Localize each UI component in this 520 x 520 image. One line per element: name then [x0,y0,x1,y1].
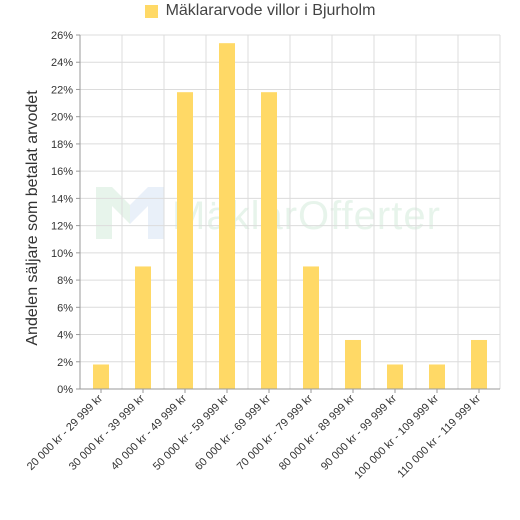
x-tick-label: 80 000 kr - 89 999 kr [277,392,357,472]
bar [135,266,151,389]
y-tick-label: 14% [51,193,73,205]
x-tick-label: 110 000 kr - 119 999 kr [395,392,483,480]
x-tick-label: 60 000 kr - 69 999 kr [193,392,273,472]
y-tick-label: 18% [51,139,73,151]
y-tick-label: 22% [51,84,73,96]
bar [345,339,361,389]
x-tick-label: 100 000 kr - 109 999 kr [352,392,441,481]
y-tick-label: 6% [57,302,73,314]
bar [429,364,445,389]
bar [387,364,403,389]
watermark-logo-icon [96,187,164,239]
watermark-text: MäklarOfferter [172,194,441,238]
legend-label: Mäklararvode villor i Bjurholm [165,2,376,19]
x-tick-label: 70 000 kr - 79 999 kr [235,392,315,472]
watermark: MäklarOfferter [96,187,441,239]
y-tick-label: 2% [57,357,73,369]
y-tick-label: 16% [51,166,73,178]
y-tick-label: 0% [57,384,73,396]
bar [261,92,277,389]
bar [93,364,109,389]
bar [219,43,235,390]
x-tick-label: 90 000 kr - 99 999 kr [319,392,399,472]
x-tick-label: 20 000 kr - 29 999 kr [25,392,105,472]
bars [93,43,487,390]
bar [471,339,487,389]
y-tick-label: 8% [57,275,73,287]
y-tick-label: 4% [57,330,73,342]
bar [177,92,193,389]
y-tick-label: 24% [51,57,73,69]
legend-swatch [144,4,158,18]
y-tick-label: 20% [51,112,73,124]
x-tick-label: 30 000 kr - 39 999 kr [67,392,147,472]
x-tick-label: 50 000 kr - 59 999 kr [151,392,231,472]
bar [303,266,319,389]
y-tick-label: 12% [51,221,73,233]
y-tick-label: 10% [51,248,73,260]
y-tick-label: 26% [51,30,73,42]
x-tick-label: 40 000 kr - 49 999 kr [109,392,189,472]
legend: Mäklararvode villor i Bjurholm [0,0,520,22]
y-axis-label: Andelen säljare som betalat arvodet [24,90,41,346]
y-axis-ticks: 0% 2% 4% 6% 8% 10% 12% 14% 16% 18% 20% 22% 24% 26% [51,30,80,396]
